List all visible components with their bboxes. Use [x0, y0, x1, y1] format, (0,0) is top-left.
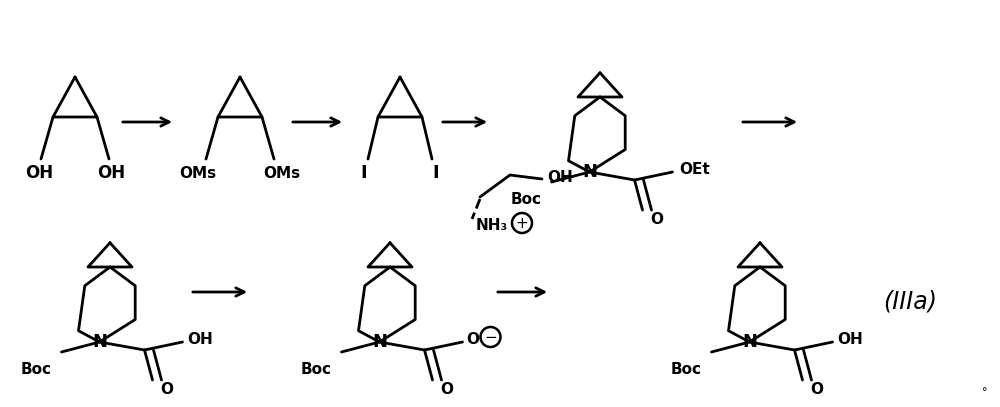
- Text: OH: OH: [97, 164, 125, 182]
- Text: I: I: [361, 164, 367, 182]
- Text: (IIIa): (IIIa): [883, 290, 937, 314]
- Text: OMs: OMs: [263, 166, 301, 182]
- Text: N: N: [582, 163, 597, 181]
- Text: NH₃: NH₃: [476, 217, 508, 232]
- Text: OH: OH: [838, 333, 863, 348]
- Text: −: −: [484, 330, 497, 344]
- Text: OH: OH: [547, 169, 573, 184]
- Text: °: °: [982, 387, 988, 397]
- Text: N: N: [372, 333, 387, 351]
- Text: O: O: [466, 333, 479, 348]
- Text: +: +: [516, 215, 528, 230]
- Text: Boc: Boc: [511, 193, 542, 208]
- Text: O: O: [810, 383, 823, 398]
- Text: N: N: [742, 333, 757, 351]
- Text: Boc: Boc: [21, 363, 52, 378]
- Text: OH: OH: [188, 333, 213, 348]
- Text: OH: OH: [25, 164, 53, 182]
- Text: O: O: [160, 383, 173, 398]
- Text: O: O: [440, 383, 453, 398]
- Text: I: I: [433, 164, 439, 182]
- Text: Boc: Boc: [671, 363, 702, 378]
- Text: O: O: [650, 212, 663, 228]
- Text: OMs: OMs: [179, 166, 217, 182]
- Text: N: N: [92, 333, 107, 351]
- Text: Boc: Boc: [301, 363, 332, 378]
- Text: OEt: OEt: [679, 162, 710, 177]
